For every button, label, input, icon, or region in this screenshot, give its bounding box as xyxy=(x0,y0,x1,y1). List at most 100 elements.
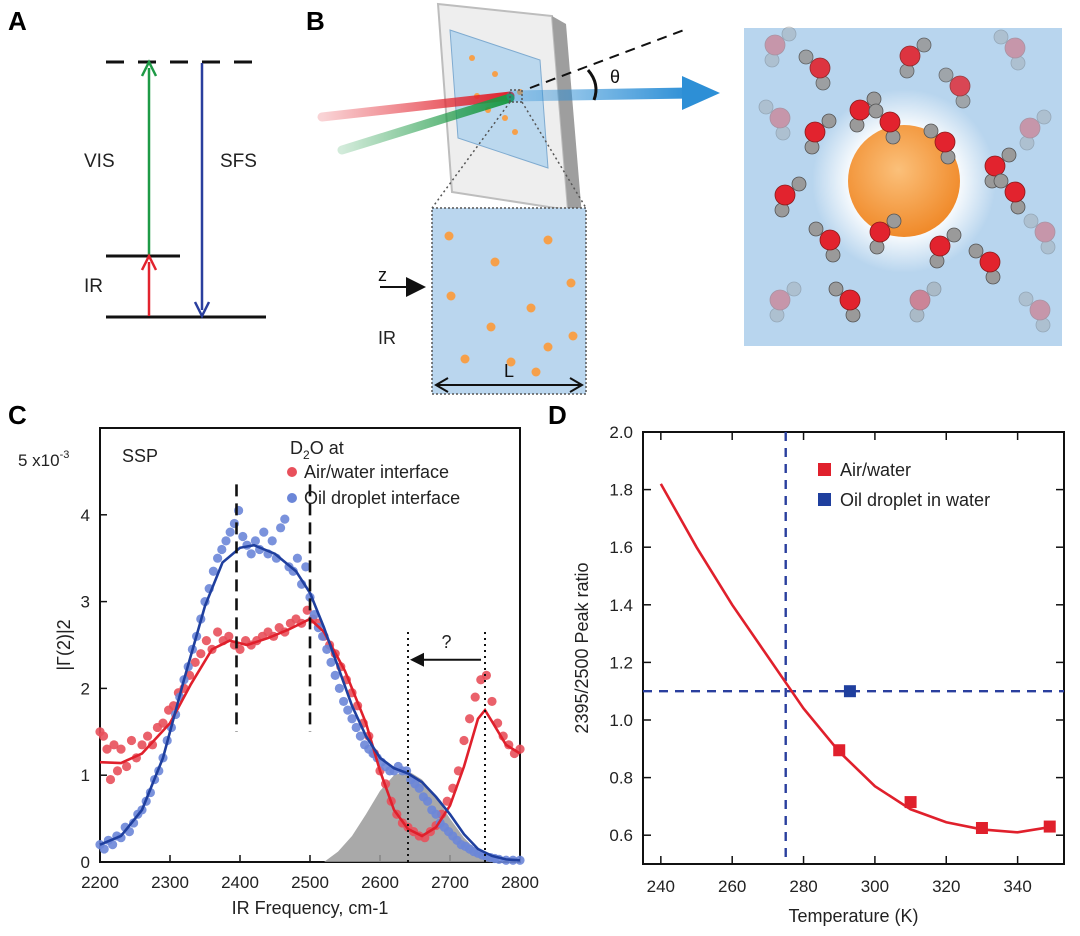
y-tick-label: 0.6 xyxy=(609,826,633,845)
panel-d-label: D xyxy=(548,400,567,430)
data-point xyxy=(431,809,441,819)
data-point xyxy=(322,644,332,654)
x-tick-label: 2800 xyxy=(501,873,539,892)
data-point xyxy=(280,514,290,524)
data-point xyxy=(423,796,433,806)
x-tick-label: 2700 xyxy=(431,873,469,892)
x-tick-label: 300 xyxy=(861,877,889,896)
sfs-label: SFS xyxy=(220,151,257,172)
fit-line-oil-droplet xyxy=(99,543,521,862)
data-point xyxy=(147,740,158,750)
water-molecule xyxy=(828,281,861,323)
y-tick-label: 1 xyxy=(81,766,90,785)
y-tick-label: 2 xyxy=(81,679,90,698)
theta-label: θ xyxy=(610,67,620,87)
data-point xyxy=(259,527,269,537)
y-tick-label: 0.8 xyxy=(609,769,633,788)
data-point xyxy=(158,718,168,728)
data-point xyxy=(347,714,357,724)
data-point xyxy=(122,761,132,772)
data-point xyxy=(288,566,298,576)
data-point xyxy=(213,553,223,563)
data-point xyxy=(975,822,988,834)
y-tick-label: 3 xyxy=(81,593,90,612)
water-molecule xyxy=(938,67,971,109)
legend-entry: Oil droplet interface xyxy=(304,488,460,508)
data-point xyxy=(137,740,147,750)
y-axis-label: |Γ(2)|2 xyxy=(54,619,74,670)
x-tick-label: 2300 xyxy=(151,873,189,892)
data-point xyxy=(99,844,109,854)
water-molecule xyxy=(808,221,841,263)
legend-marker xyxy=(287,467,297,477)
fit-line-air-water xyxy=(659,483,1054,834)
data-point xyxy=(217,544,227,555)
y-tick-label: 2.0 xyxy=(609,423,633,442)
data-point xyxy=(330,670,340,680)
ir-beam xyxy=(317,91,515,122)
ir-arrow-head xyxy=(140,253,158,271)
oil-droplet xyxy=(848,125,960,237)
water-molecule xyxy=(993,173,1026,215)
z-label: z xyxy=(378,265,387,285)
droplet-molecular-view xyxy=(744,26,1062,346)
water-molecule xyxy=(1019,109,1052,151)
panel-c-label: C xyxy=(8,400,27,430)
data-point xyxy=(465,714,475,724)
data-point xyxy=(481,670,491,680)
path-length-arrow-right xyxy=(569,377,584,393)
data-point xyxy=(1043,820,1056,833)
data-point xyxy=(292,553,302,563)
sfs-arrow-head xyxy=(193,301,211,319)
zoom-guide-left xyxy=(431,101,511,209)
water-molecule xyxy=(758,99,791,141)
legend-marker xyxy=(818,463,831,476)
x-tick-label: 280 xyxy=(789,877,817,896)
y-tick-label: 1.0 xyxy=(609,711,633,730)
ir-label: IR xyxy=(84,276,103,297)
data-point xyxy=(246,549,256,559)
energy-level-diagram: VIS SFS IR xyxy=(84,59,266,319)
data-point xyxy=(515,855,525,865)
x-tick-label: 2400 xyxy=(221,873,259,892)
data-point xyxy=(833,744,846,757)
water-molecule xyxy=(849,91,882,133)
legend-marker xyxy=(287,493,297,503)
vis-arrow-head xyxy=(140,59,158,77)
l-label: L xyxy=(504,361,514,381)
data-point xyxy=(904,796,917,809)
data-point xyxy=(224,631,234,641)
legend-marker xyxy=(818,493,831,506)
data-point xyxy=(196,649,206,659)
theta-arc xyxy=(586,69,598,101)
water-molecule xyxy=(899,37,932,79)
data-point xyxy=(843,685,856,698)
vis-label: VIS xyxy=(84,151,115,172)
shift-question-label: ? xyxy=(441,632,451,652)
data-point xyxy=(487,696,497,707)
x-tick-label: 260 xyxy=(718,877,746,896)
data-point xyxy=(213,627,223,637)
water-molecule xyxy=(1018,291,1051,333)
y-tick-label: 0 xyxy=(81,853,90,872)
data-point xyxy=(351,722,361,733)
data-point xyxy=(414,783,424,793)
y-scale-label: 5 x10-3 xyxy=(18,449,69,470)
water-molecule xyxy=(769,281,802,323)
data-point xyxy=(326,657,336,667)
water-molecule xyxy=(869,213,902,255)
water-molecule xyxy=(798,49,831,91)
data-point xyxy=(208,566,218,576)
water-molecules xyxy=(758,26,1056,333)
data-point xyxy=(98,731,109,741)
vis-beam xyxy=(337,93,515,155)
data-point xyxy=(276,523,286,533)
polarization-label: SSP xyxy=(122,446,158,466)
water-molecule xyxy=(1023,213,1056,255)
panel-b-label: B xyxy=(306,6,325,36)
spectra-chart: 2200 2300 2400 2500 2600 2700 2800 0 1 2 3 4 IR Freq… xyxy=(18,427,539,918)
water-molecule xyxy=(764,26,797,68)
data-point xyxy=(201,636,211,646)
experiment-schematic: θ z IR L xyxy=(317,2,720,395)
